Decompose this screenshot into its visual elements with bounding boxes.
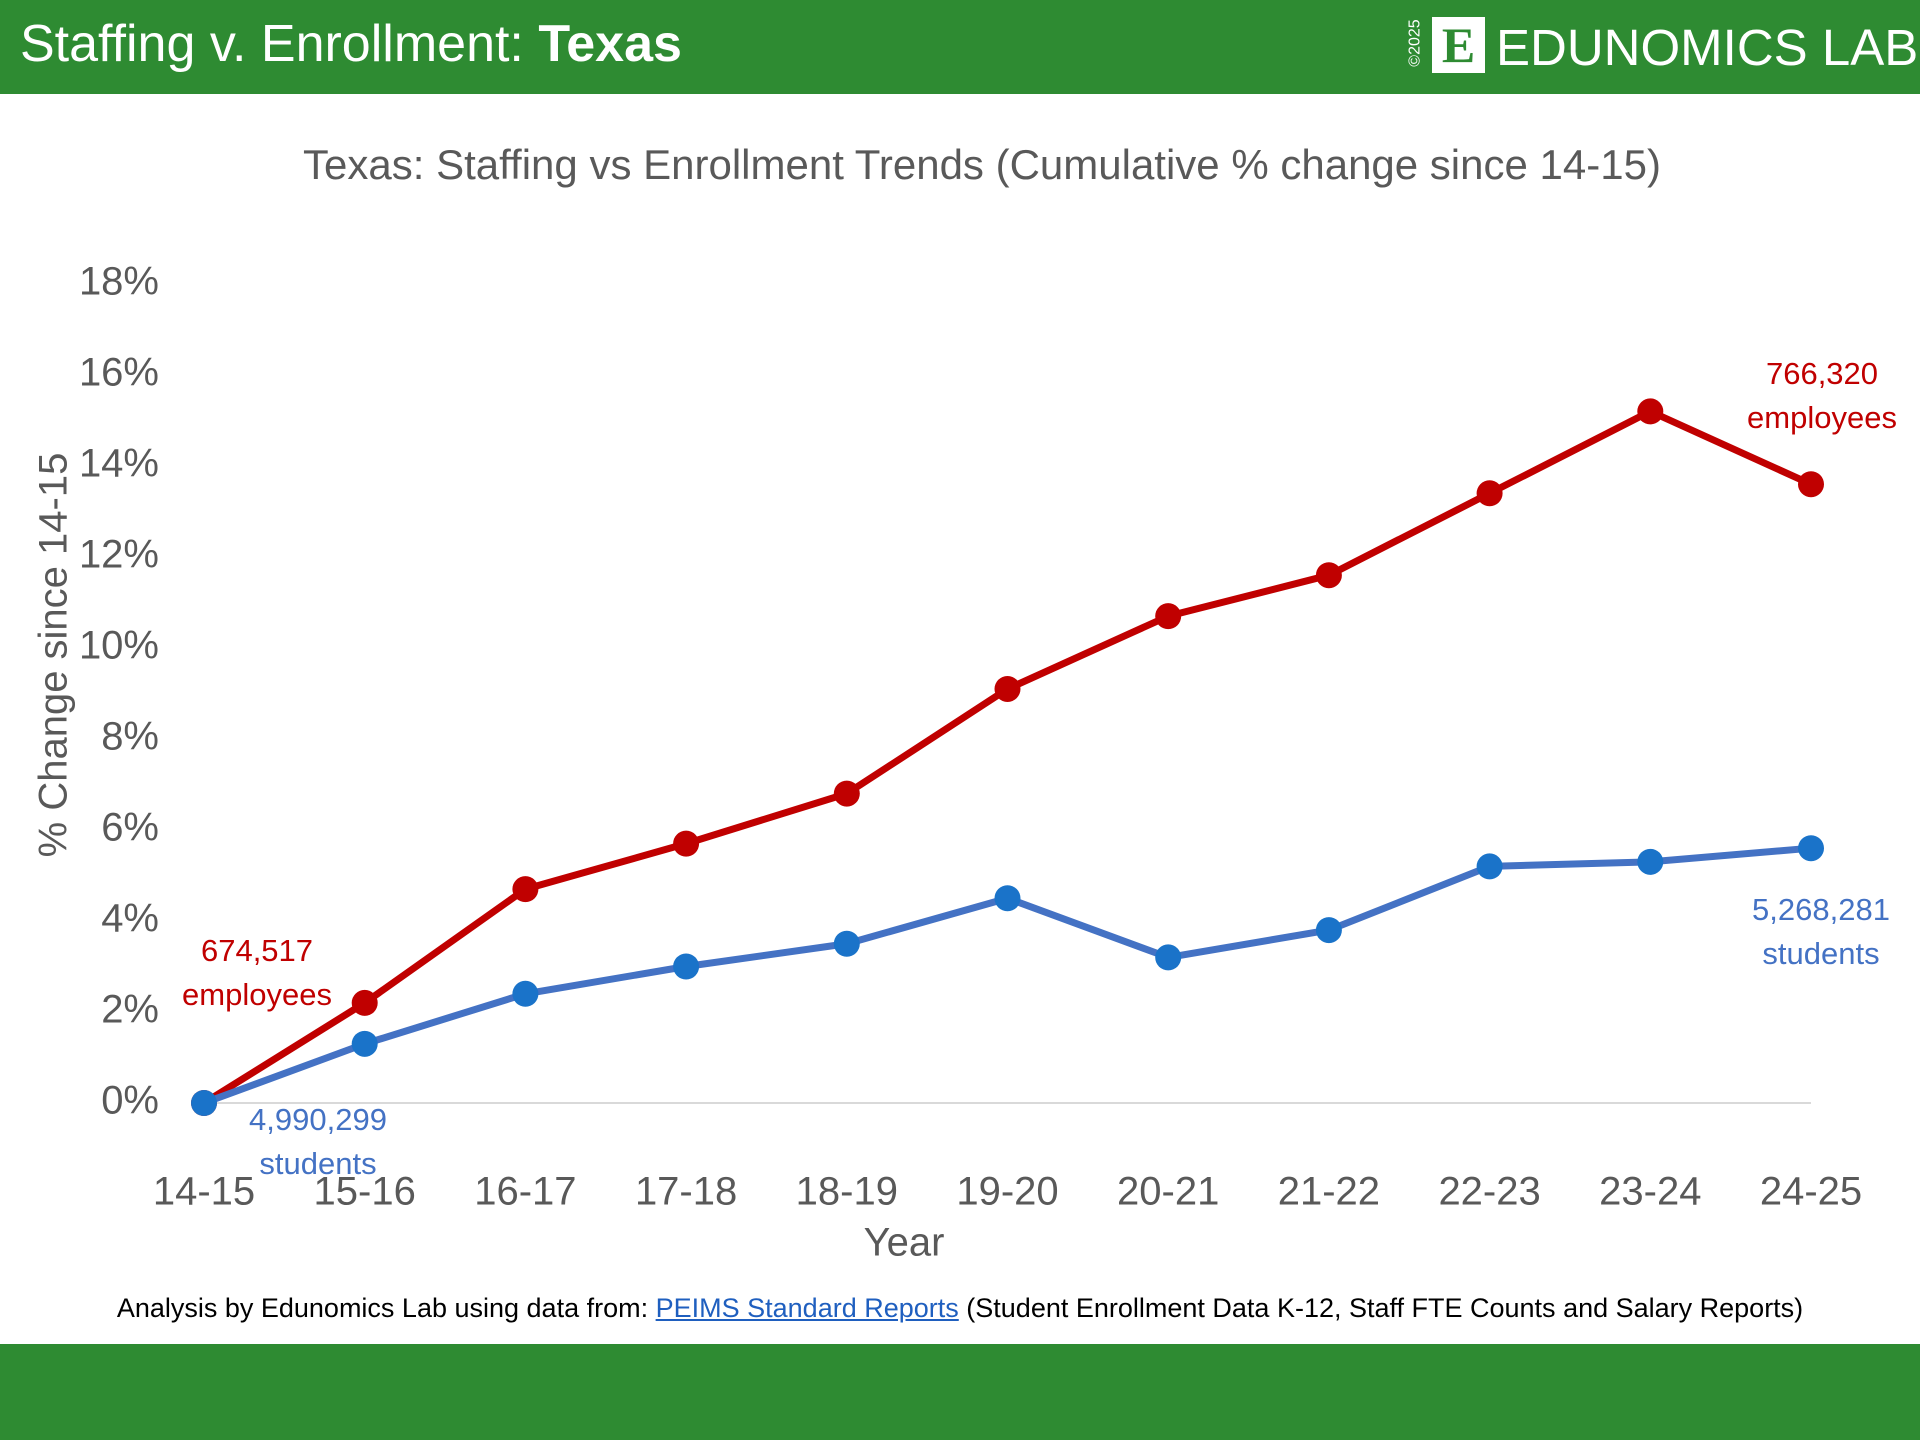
x-tick-label: 17-18 [635,1170,737,1214]
x-tick-label: 14-15 [153,1170,255,1214]
x-tick-label: 15-16 [314,1170,416,1214]
point [1315,917,1342,944]
y-tick-label: 16% [79,351,159,395]
annotation: students [259,1146,376,1181]
annotation: 766,320 [1766,356,1878,391]
x-tick-label: 20-21 [1117,1170,1219,1214]
point [1155,603,1182,630]
logo-text: EDUNOMICS LAB [1496,19,1919,76]
annotation: students [1762,936,1879,971]
point [1637,398,1664,425]
y-tick-label: 4% [101,897,159,941]
logo-mark: E [1432,17,1485,73]
point [833,930,860,957]
footer-bar [0,1344,1920,1440]
x-tick-label: 22-23 [1438,1170,1540,1214]
x-tick-label: 23-24 [1599,1170,1701,1214]
point [673,830,700,857]
header-bar: Staffing v. Enrollment: Texas ©2025 E ED… [0,0,1920,94]
point [351,989,378,1016]
title-state: Texas [538,15,682,73]
source-note: Analysis by Edunomics Lab using data fro… [0,1293,1920,1324]
point [1798,471,1824,498]
annotation: employees [1747,400,1897,435]
y-tick-label: 6% [101,806,159,850]
y-tick-label: 18% [79,260,159,304]
annotation: 5,268,281 [1752,892,1890,927]
y-tick-label: 14% [79,442,159,486]
point [1637,848,1664,875]
x-tick-label: 21-22 [1278,1170,1380,1214]
annotation: 4,990,299 [249,1102,387,1137]
y-tick-label: 0% [101,1079,159,1123]
point [512,980,539,1007]
series-line [202,407,1813,1106]
point [1155,944,1182,971]
point [1798,835,1824,862]
x-tick-label: 19-20 [956,1170,1058,1214]
y-axis-title: % Change since 14-15 [32,453,76,858]
point [994,675,1021,702]
point [1476,853,1503,880]
y-tick-label: 8% [101,715,159,759]
x-tick-label: 18-19 [796,1170,898,1214]
point [351,1030,378,1057]
point [1315,562,1342,589]
point [1476,480,1503,507]
point [994,885,1021,912]
point [833,780,860,807]
logo-year: ©2025 [1406,19,1424,67]
y-tick-label: 12% [79,533,159,577]
x-axis-title: Year [864,1221,945,1265]
title-text: Staffing v. Enrollment: [20,15,524,73]
note-text: (Student Enrollment Data K-12, Staff FTE… [966,1293,1804,1323]
note-text: Analysis by Edunomics Lab using data fro… [116,1293,649,1323]
point [512,876,539,903]
x-tick-label: 24-25 [1760,1170,1862,1214]
header-title: Staffing v. Enrollment: Texas [20,14,682,74]
source-link[interactable]: PEIMS Standard Reports [655,1293,959,1323]
annotation: employees [182,977,332,1012]
point [191,1090,217,1116]
chart: Texas: Staffing vs Enrollment Trends (Cu… [32,141,1897,1265]
y-tick-label: 2% [101,988,159,1032]
y-tick-label: 10% [79,624,159,668]
annotation: 674,517 [201,933,313,968]
x-tick-label: 16-17 [474,1170,576,1214]
point [673,953,700,980]
chart-title: Texas: Staffing vs Enrollment Trends (Cu… [303,141,1661,188]
